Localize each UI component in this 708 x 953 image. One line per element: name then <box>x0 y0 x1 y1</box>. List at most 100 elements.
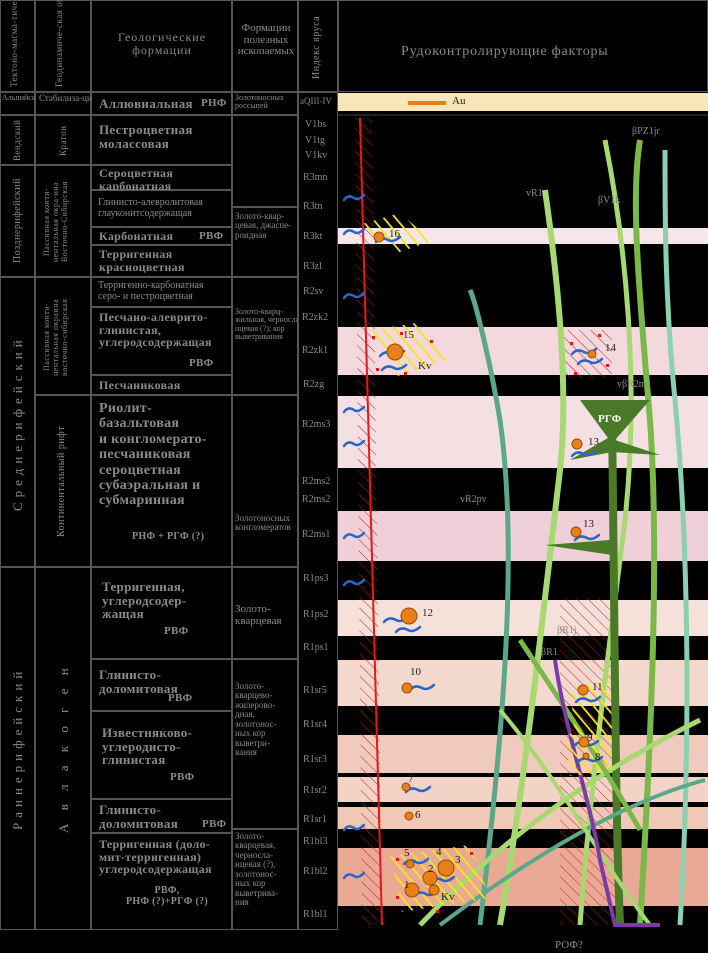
row-sand-silt: Песчано-алеврито- глинистая, углеродсоде… <box>91 307 232 375</box>
au-legend-bar <box>408 101 446 105</box>
yellow-zone-16 <box>362 213 432 254</box>
au-legend-label: Au <box>452 95 466 107</box>
mineral-gold-quartz-5: Золото- кварцевая, черносла- нцевая (?),… <box>232 829 298 930</box>
row-terr-carbon: Терригенная, углеродсодер- жащая РВФ <box>91 567 232 659</box>
row-terr-dolomite: Терригенная (доло- мит-терригенная) угле… <box>91 833 232 930</box>
index-column <box>298 92 338 930</box>
index-11: R2zg <box>303 379 325 390</box>
deposit-label-13b: 13 <box>583 518 594 530</box>
cycle-early-riphean: Раннерифейский <box>0 567 35 930</box>
index-1: V1bs <box>305 119 327 130</box>
deposit-label-8: 8 <box>595 751 601 763</box>
deposit-label-6: 6 <box>415 809 421 821</box>
index-2: V1tg <box>305 135 325 146</box>
deposit-label-3: 3 <box>455 854 461 866</box>
label-kv-2: Kv <box>441 891 455 903</box>
belt-teal-2 <box>662 149 690 926</box>
deposit-label-9: 9 <box>587 732 593 744</box>
yellow-zone-9 <box>565 726 612 776</box>
index-20: R1sr4 <box>303 719 327 730</box>
deposit-label-12: 12 <box>422 607 433 619</box>
index-22: R1sr2 <box>303 785 327 796</box>
index-17: R1ps2 <box>303 609 329 620</box>
index-3: V1kv <box>305 150 328 161</box>
index-9: R2zk2 <box>302 312 329 323</box>
setting-passive-1: Пассивная конти-нентальная окра-ина Вост… <box>35 165 91 277</box>
belt-teal-1 <box>467 288 511 926</box>
index-26: R1bl1 <box>303 909 328 920</box>
index-4: R3mn <box>303 172 328 183</box>
cycle-late-riphean: Позднерифейский <box>0 165 35 277</box>
setting-rift: Континентальный рифт <box>35 395 91 567</box>
band-ms1 <box>338 511 708 561</box>
setting-passive-2: Пассивная конти-нентальная окраина восто… <box>35 277 91 395</box>
deposit-label-14: 14 <box>605 342 616 354</box>
deposit-label-11: 11 <box>592 681 603 693</box>
belt-cross-3 <box>498 708 652 927</box>
row-clay-silt: Глинисто-алевролитовая глауконитсодержащ… <box>91 190 232 227</box>
mineral-empty-1 <box>232 115 298 207</box>
label-bvk: βV1k <box>598 195 621 206</box>
band-sr5 <box>338 660 708 706</box>
row-carbonate: Карбонатная РВФ <box>91 227 232 245</box>
deposit-label-1: 1 <box>404 879 410 891</box>
mineral-gold-quartz-2: Золото-кварц- жильная, черносла- нцевая … <box>232 277 302 395</box>
row-rhyolite: Риолит- базальтовая и конгломерато- песч… <box>91 395 232 567</box>
mineral-gold-quartz-3: Золото- кварцевая <box>232 567 298 659</box>
index-13: R2ms2 <box>302 476 331 487</box>
index-18: R1ps1 <box>303 642 329 653</box>
index-12: R2ms3 <box>302 419 331 430</box>
row-alluvial: Аллювиальная РНФ <box>91 92 232 115</box>
mineral-gold-quartz-4: Золото- кварцево- жилерово- дная, золото… <box>232 659 298 829</box>
header-factors: Рудоконтролирующие факторы <box>401 44 609 59</box>
deposit-label-15: 15 <box>403 329 414 341</box>
deposit-label-7: 7 <box>408 773 414 785</box>
belt-bpz <box>632 139 658 926</box>
belt-bvk <box>577 139 634 926</box>
row-terrigenous-red: Терригенная красноцветная <box>91 245 232 277</box>
index-23: R1sr1 <box>303 814 327 825</box>
deposit-label-10: 10 <box>410 666 421 678</box>
deposit-label-5: 5 <box>404 847 410 859</box>
yellow-zone-15 <box>372 322 448 376</box>
row-gray-carbonate: Сероцветная карбонатная <box>91 165 232 192</box>
header-setting-cell: Геодинамиче-ская обстановка <box>35 0 91 92</box>
setting-aulacogen: А в л а к о г е н <box>35 567 91 930</box>
header-formations-cell: Геологические формации <box>91 0 232 92</box>
label-vrpv: vR2pv <box>460 494 487 505</box>
row-limestone: Известняково- углеродисто- глинистая РВФ <box>91 711 232 799</box>
deposit-label-4: 4 <box>436 846 442 858</box>
belt-vr1 <box>497 189 567 926</box>
cycle-vendian: Вендский <box>0 115 35 165</box>
row-clay-dolomite-1: Глинисто- доломитовая РВФ <box>91 659 232 711</box>
row-sandstone: Песчаниковая <box>91 375 232 395</box>
deposit-label-2: 2 <box>428 863 434 875</box>
setting-kraton: Кратон <box>35 115 91 165</box>
row-clay-dolomite-2: Глинисто- доломитовая РВФ <box>91 799 232 833</box>
mineral-conglomerates: Золотоносных конгломератов <box>232 395 298 567</box>
index-15: R2ms1 <box>302 529 331 540</box>
index-21: R1sr3 <box>303 754 327 765</box>
label-rgf: РГФ <box>598 413 622 425</box>
label-rof: РОФ? <box>555 939 583 951</box>
index-24: R1bl3 <box>303 836 328 847</box>
header-cycle-cell: Тектоно-магма-тический цикл <box>0 0 35 92</box>
header-minerals: Формации полезных ископаемых <box>237 22 295 58</box>
setting-stabilization: Стабилиза-ция <box>35 92 96 115</box>
label-kv-1: Kv <box>418 360 432 372</box>
index-19: R1sr5 <box>303 685 327 696</box>
index-8: R2sv <box>303 286 324 297</box>
belt-dark <box>608 419 624 926</box>
deposit-label-13a: 13 <box>588 436 599 448</box>
header-minerals-cell: Формации полезных ископаемых <box>232 0 298 92</box>
mineral-gold-quartz-1: Золото-квар- цевая, джаспе- роидная <box>232 207 298 277</box>
index-25: R1bl2 <box>303 866 328 877</box>
index-0: aQIII-IV <box>300 96 332 106</box>
index-5: R3tn <box>303 201 323 212</box>
cycle-middle-riphean: Среднерифейский <box>0 277 35 567</box>
index-7: R3zl <box>303 261 322 272</box>
dike-br1 <box>553 659 660 927</box>
header-index-cell: Индекс яруса <box>298 0 338 92</box>
